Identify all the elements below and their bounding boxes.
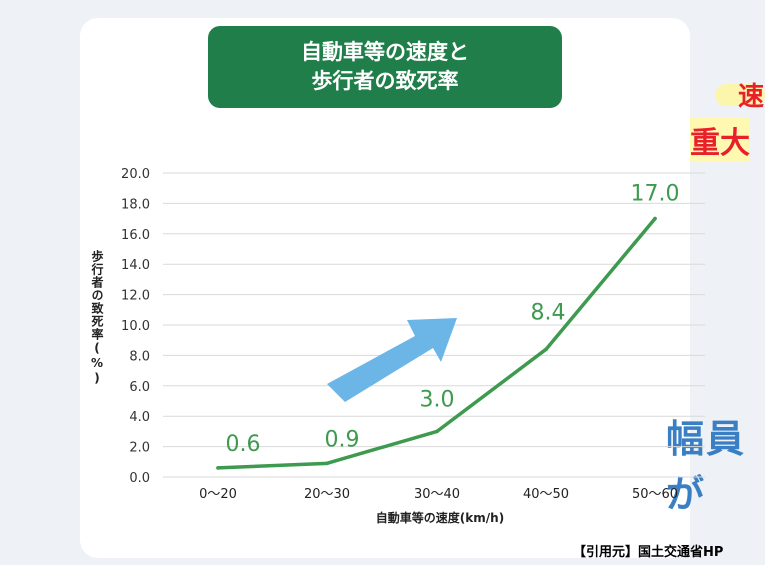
x-tick-label: 30〜40 <box>414 487 460 502</box>
y-tick-label: 14.0 <box>121 258 150 273</box>
data-label: 0.6 <box>226 432 261 457</box>
y-tick-label: 20.0 <box>121 167 150 182</box>
data-point <box>325 461 329 466</box>
y-tick-label: 2.0 <box>129 441 150 456</box>
highlight-glow <box>715 84 765 106</box>
data-label: 0.9 <box>325 427 360 452</box>
y-tick-label: 16.0 <box>121 228 150 243</box>
x-tick-label: 50〜60 <box>632 487 678 502</box>
side-text-1: 速 <box>738 82 765 112</box>
grid-lines <box>163 172 705 478</box>
x-tick-labels: 0〜20 20〜30 30〜40 40〜50 50〜60 <box>199 487 678 502</box>
trend-arrow-shape <box>327 318 457 402</box>
y-tick-label: 4.0 <box>129 410 150 425</box>
trend-arrow <box>327 318 457 402</box>
y-tick-label: 6.0 <box>129 380 150 395</box>
data-point <box>216 466 220 470</box>
data-label: 3.0 <box>420 387 455 412</box>
data-point <box>653 216 657 221</box>
x-tick-label: 20〜30 <box>304 487 350 502</box>
citation-text: 【引用元】国土交通省HP <box>573 545 724 560</box>
title-banner: 自動車等の速度と 歩行者の致死率 <box>208 26 562 108</box>
data-labels: 0.6 0.9 3.0 8.4 17.0 <box>226 182 680 457</box>
x-tick-label: 0〜20 <box>199 487 237 502</box>
y-tick-label: 18.0 <box>121 197 150 212</box>
series-line-group <box>216 216 657 470</box>
chart-card <box>80 18 690 558</box>
y-tick-label: 10.0 <box>121 319 150 334</box>
data-point <box>544 347 548 352</box>
data-label: 17.0 <box>631 182 680 207</box>
data-label: 8.4 <box>531 300 566 325</box>
title-line-2: 歩行者の致死率 <box>311 69 459 93</box>
y-tick-label: 12.0 <box>121 289 150 304</box>
y-axis-label: 歩行者の致死率(%) <box>90 250 104 386</box>
y-tick-labels: 0.0 2.0 4.0 6.0 8.0 10.0 12.0 14.0 16.0 18.0 20.0 <box>121 167 150 486</box>
y-tick-label: 0.0 <box>129 471 150 486</box>
title-line-1: 自動車等の速度と <box>301 40 469 64</box>
side-text-2: 重大 <box>690 118 750 162</box>
x-tick-label: 40〜50 <box>523 487 569 502</box>
x-axis-label: 自動車等の速度(km/h) <box>376 510 504 525</box>
side-text-3: 幅員が <box>666 417 747 516</box>
y-tick-label: 8.0 <box>129 349 150 364</box>
data-point <box>435 429 439 434</box>
